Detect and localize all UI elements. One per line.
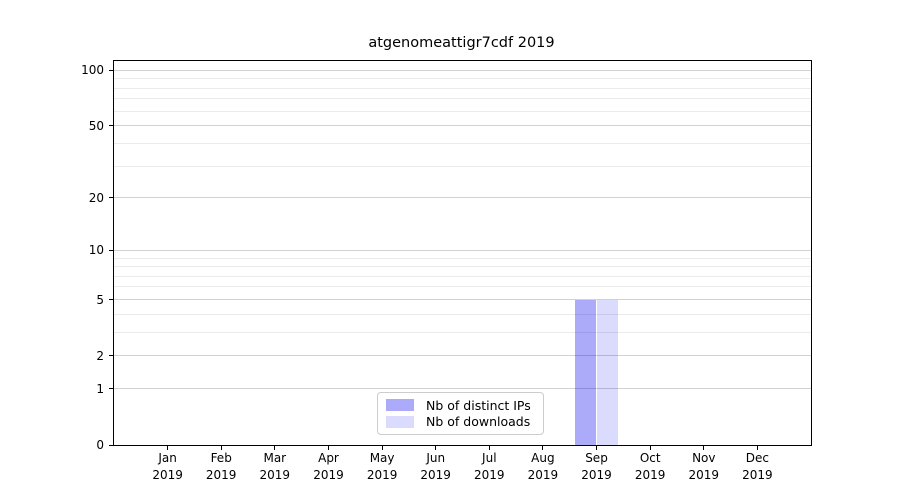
bar-distinct-ips [575,299,597,445]
gridline-minor [114,286,811,288]
gridline-major [114,388,811,390]
x-tick-label: Apr 2019 [313,451,344,482]
y-tick-label: 0 [96,438,104,452]
y-tick [109,69,113,71]
x-tick-label: May 2019 [366,451,398,482]
legend-item-downloads: Nb of downloads [386,414,535,431]
x-tick [703,446,705,450]
y-tick [109,299,113,300]
gridline-major [114,197,811,199]
y-tick-label: 10 [88,243,104,258]
x-tick [381,446,383,450]
y-tick [109,444,113,446]
x-tick [274,446,276,450]
chart-title: atgenomeattigr7cdf 2019 [368,35,555,51]
y-tick-label: 2 [96,348,104,363]
plot-area: 0 1 2 5 10 20 50 100 Jan 2019 Feb 2019 Mar 2019 Apr… [81,60,812,482]
y-tick [109,197,113,199]
y-tick-label: 20 [88,190,104,205]
x-tick [328,446,329,450]
y-tick [109,355,113,357]
x-tick [435,446,437,450]
gridline-minor [114,87,811,89]
bar-downloads [596,299,618,445]
gridline-major [114,299,811,300]
legend-swatch-downloads-icon [386,415,414,428]
legend-label-downloads: Nb of downloads [426,414,531,430]
gridline-minor [114,110,811,112]
gridline-minor [114,98,811,100]
legend-item-distinct-ips: Nb of distinct IPs [386,397,535,414]
gridline-minor [114,257,811,259]
x-tick-label: Jul 2019 [474,451,505,482]
legend-label-distinct-ips: Nb of distinct IPs [426,397,531,413]
legend: Nb of distinct IPs Nb of downloads [377,392,544,435]
x-tick [542,446,544,450]
gridline-major [114,249,811,251]
gridline-major [114,125,811,127]
x-tick [649,446,651,450]
gridline-minor [114,331,811,333]
gridline-minor [114,165,811,167]
gridline-minor [114,313,811,315]
y-tick-label: 100 [81,63,104,78]
y-tick [109,125,113,127]
x-tick-label: Nov 2019 [688,451,720,482]
x-tick-label: Feb 2019 [205,451,237,482]
gridline-major [114,355,811,357]
x-tick [488,446,490,450]
y-tick-label: 1 [96,381,104,396]
x-tick [596,446,597,450]
gridline-minor [114,275,811,277]
gridline-minor [114,266,811,267]
x-tick-label: Dec 2019 [742,451,773,482]
gridline-minor [114,142,811,144]
y-tick [109,388,113,390]
x-tick [167,446,169,450]
y-tick-label: 5 [96,292,104,307]
gridline-minor [114,78,811,80]
x-tick [756,446,758,450]
y-tick [109,249,113,251]
x-tick-label: Jun 2019 [420,451,451,482]
x-tick-label: Oct 2019 [634,451,666,482]
gridline-major [114,69,811,71]
y-tick-label: 50 [88,118,104,133]
legend-swatch-distinct-ips-icon [386,399,414,412]
x-tick-label: Sep 2019 [581,451,612,482]
x-tick [220,446,222,450]
x-tick-label: Mar 2019 [259,451,291,482]
x-tick-label: Jan 2019 [152,451,183,482]
x-tick-label: Aug 2019 [527,451,559,482]
